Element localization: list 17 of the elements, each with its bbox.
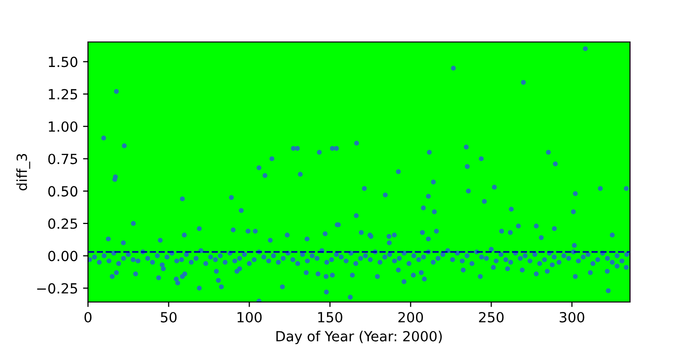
x-tick-label: 100 (238, 312, 262, 322)
y-tick-label: 0.50 (48, 186, 78, 197)
y-tick-label: 1.00 (48, 121, 78, 132)
x-tick-label: 150 (318, 312, 342, 322)
y-tick-label: 0.75 (48, 154, 78, 164)
y-tick-label: 1.50 (48, 56, 78, 68)
y-tick-label: 1.25 (48, 88, 78, 100)
x-tick-label: 300 (560, 312, 584, 322)
y-axis-title: diff_3 (16, 154, 30, 190)
y-tick-label: 0.25 (48, 218, 78, 229)
x-tick-label: 200 (398, 312, 423, 322)
x-tick-label: 50 (160, 312, 177, 322)
y-tick-label: −0.25 (37, 283, 78, 294)
x-tick-label: 250 (479, 312, 504, 322)
y-tick-label: 0.00 (48, 250, 78, 262)
x-tick-label: 0 (84, 312, 92, 322)
x-axis-title: Day of Year (Year: 2000) (276, 330, 442, 344)
